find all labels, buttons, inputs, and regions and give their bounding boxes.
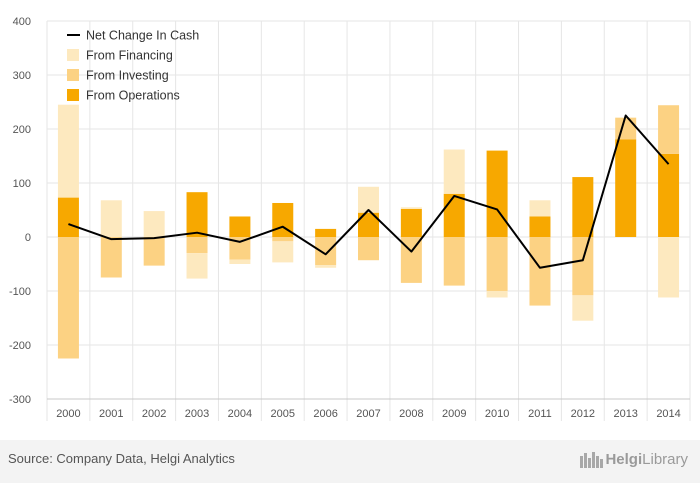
x-tick-label: 2003 — [185, 408, 209, 420]
helgi-library-logo: HelgiLibrary — [579, 448, 688, 470]
legend-swatch — [67, 89, 79, 101]
bar-from-financing — [272, 241, 294, 263]
y-tick-label: 200 — [13, 124, 31, 136]
bar-from-investing — [615, 117, 637, 140]
bar-from-investing — [186, 237, 208, 254]
x-tick-label: 2000 — [56, 408, 80, 420]
bar-from-operations — [57, 197, 79, 237]
bar-from-investing — [143, 237, 165, 266]
bar-from-investing — [658, 105, 680, 154]
legend-item-from-investing[interactable]: From Investing — [67, 69, 169, 83]
y-tick-label: -100 — [9, 286, 31, 298]
line-layer — [68, 114, 670, 269]
bar-from-operations — [658, 153, 680, 237]
bar-from-investing — [529, 237, 551, 306]
bar-from-operations — [315, 228, 337, 237]
bar-from-investing — [358, 237, 379, 261]
bar-from-investing — [272, 237, 294, 242]
x-tick-label: 2008 — [399, 408, 423, 420]
legend-swatch — [67, 69, 79, 81]
bar-from-operations — [529, 216, 551, 237]
bar-from-financing — [486, 291, 508, 298]
bar-from-operations — [572, 177, 594, 237]
bar-from-financing — [658, 237, 680, 298]
legend-label: From Operations — [86, 89, 180, 103]
bar-from-financing — [315, 265, 337, 268]
y-tick-label: 300 — [13, 70, 31, 82]
axis-layer: -300 -200 -100 0 100 200 300 400 2000 2001 2002 200… — [9, 16, 690, 420]
bar-from-investing — [57, 237, 79, 359]
bar-from-investing — [486, 237, 508, 291]
legend[interactable]: Net Change In Cash From Financing From Inv… — [67, 29, 199, 103]
bar-from-investing — [229, 237, 251, 260]
bar-from-investing — [572, 237, 594, 296]
y-tick-label: 0 — [25, 232, 31, 244]
bar-from-financing — [57, 104, 79, 198]
bar-from-financing — [572, 295, 594, 321]
bar-from-operations — [358, 212, 379, 237]
source-note: Source: Company Data, Helgi Analytics — [8, 451, 235, 466]
x-tick-label: 2004 — [228, 408, 252, 420]
bar-from-financing — [443, 149, 465, 194]
x-tick-label: 2014 — [656, 408, 680, 420]
legend-item-from-operations[interactable]: From Operations — [67, 89, 180, 103]
bar-from-investing — [400, 237, 422, 283]
legend-swatch — [67, 49, 79, 61]
bar-from-financing — [186, 253, 208, 279]
bar-from-financing — [143, 211, 165, 237]
bar-from-operations — [229, 216, 251, 237]
x-tick-label: 2009 — [442, 408, 466, 420]
bar-from-financing — [529, 200, 551, 217]
bar-from-operations — [400, 208, 422, 237]
legend-label: From Financing — [86, 49, 173, 63]
x-tick-label: 2010 — [485, 408, 509, 420]
bar-from-operations — [486, 150, 508, 237]
bar-from-financing — [358, 186, 379, 213]
legend-item-from-financing[interactable]: From Financing — [67, 49, 173, 63]
y-tick-label: 100 — [13, 178, 31, 190]
bar-from-investing — [100, 237, 122, 278]
x-tick-label: 2001 — [99, 408, 123, 420]
x-tick-label: 2012 — [571, 408, 595, 420]
x-tick-label: 2006 — [313, 408, 337, 420]
bar-from-investing — [315, 237, 337, 266]
bar-from-operations — [615, 139, 637, 237]
legend-item-net-change-in-cash[interactable]: Net Change In Cash — [67, 29, 199, 43]
x-tick-label: 2011 — [528, 408, 552, 420]
x-tick-label: 2007 — [356, 408, 380, 420]
bar-from-investing — [443, 237, 465, 286]
library-logo-icon — [580, 452, 604, 468]
y-tick-label: 400 — [13, 16, 31, 28]
bars-layer — [57, 104, 680, 359]
bar-from-financing — [229, 259, 251, 264]
y-tick-label: -200 — [9, 340, 31, 352]
y-tick-label: -300 — [9, 394, 31, 406]
x-tick-label: 2005 — [271, 408, 295, 420]
x-tick-label: 2013 — [613, 408, 637, 420]
grid-layer — [46, 20, 691, 421]
logo-wordmark: HelgiLibrary — [605, 450, 688, 468]
legend-label: Net Change In Cash — [86, 29, 199, 43]
legend-label: From Investing — [86, 69, 169, 83]
bar-from-financing — [400, 207, 422, 209]
bar-from-operations — [186, 192, 208, 237]
x-tick-label: 2002 — [142, 408, 166, 420]
bar-from-financing — [100, 200, 122, 237]
bar-from-operations — [443, 193, 465, 237]
